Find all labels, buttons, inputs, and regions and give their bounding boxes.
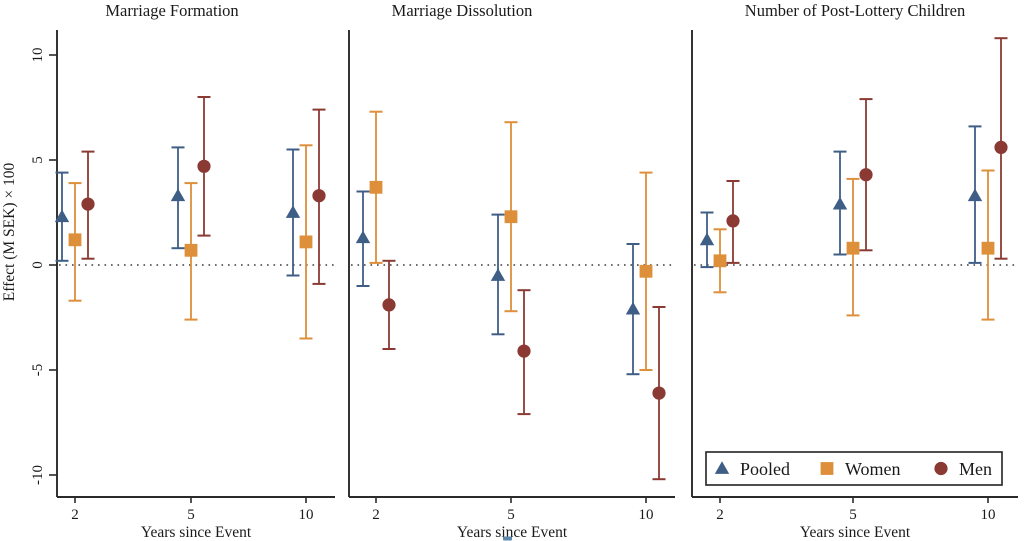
pooled-point-estimate: [967, 188, 983, 202]
series-men: [726, 37, 1008, 264]
series-women: [68, 144, 313, 340]
x-axis-title: Years since Event: [800, 524, 911, 541]
panel-marriage-dissolution: Marriage Dissolution 2 5 10 Years since Even…: [348, 1, 675, 541]
circle-legend-icon: [934, 461, 948, 476]
y-axis-title: Effect (M SEK) × 100: [1, 163, 18, 302]
y-tick-label: -5: [30, 364, 46, 377]
x-tick-label: 5: [849, 507, 857, 523]
x-tick-label: 2: [372, 507, 380, 523]
x-tick-label: 5: [507, 507, 515, 523]
series-pooled: [54, 146, 301, 277]
pooled-point-estimate: [832, 196, 848, 210]
women-point-estimate: [846, 241, 860, 255]
x-tick-label: 2: [716, 507, 724, 523]
x-tick-label: 2: [71, 507, 79, 523]
pooled-point-estimate: [625, 301, 641, 315]
men-point-estimate: [652, 386, 666, 400]
pooled-point-estimate: [285, 205, 301, 218]
y-tick-label: 0: [30, 261, 46, 269]
men-point-estimate: [994, 140, 1008, 154]
women-point-estimate: [184, 243, 198, 257]
x-tick-label: 5: [187, 507, 195, 523]
x-tick-label: 10: [981, 507, 996, 523]
y-tick-label: 5: [30, 156, 46, 164]
men-point-estimate: [517, 344, 531, 358]
women-point-estimate: [713, 254, 727, 268]
men-point-estimate: [312, 189, 326, 203]
legend-label-women: Women: [845, 459, 901, 479]
series-men: [81, 96, 326, 285]
legend-label-men: Men: [959, 459, 992, 479]
x-tick-label: 10: [639, 507, 654, 523]
legend: Pooled Women Men: [705, 451, 1003, 486]
pooled-point-estimate: [170, 188, 186, 202]
women-point-estimate: [369, 180, 383, 194]
panel-title: Number of Post-Lottery Children: [745, 1, 965, 20]
pooled-point-estimate: [54, 209, 70, 223]
women-point-estimate: [981, 241, 995, 255]
series-pooled: [699, 125, 983, 269]
pooled-point-estimate: [490, 268, 506, 281]
legend-box: [705, 451, 1003, 486]
series-men: [382, 259, 666, 481]
women-point-estimate: [68, 233, 82, 247]
men-point-estimate: [81, 197, 95, 211]
x-tick-label: 10: [299, 507, 314, 523]
cropped-caption-artifact: [503, 536, 512, 541]
triangle-legend-icon: [714, 461, 730, 474]
pooled-point-estimate: [355, 230, 371, 244]
panel-number-of-post-lottery-children: Number of Post-Lottery Children 2 5 10 Years…: [691, 1, 1018, 541]
women-point-estimate: [299, 235, 313, 249]
series-women: [369, 110, 653, 371]
men-point-estimate: [197, 159, 211, 173]
men-point-estimate: [726, 214, 740, 228]
y-tick-label: -10: [30, 465, 46, 485]
series-pooled: [355, 190, 641, 376]
series-women: [713, 169, 995, 321]
women-point-estimate: [504, 210, 518, 224]
panel-marriage-formation: Marriage Formation 10 5 0 -5 -10 2 5 10 Years sin…: [30, 1, 335, 541]
x-axis-title: Years since Event: [457, 524, 568, 541]
pooled-point-estimate: [699, 232, 715, 246]
women-point-estimate: [639, 264, 653, 278]
square-legend-icon: [820, 462, 834, 475]
y-tick-label: 10: [30, 48, 46, 63]
legend-label-pooled: Pooled: [740, 459, 790, 479]
panel-title: Marriage Formation: [105, 1, 238, 20]
x-axis-title: Years since Event: [141, 524, 252, 541]
men-point-estimate: [382, 298, 396, 312]
men-point-estimate: [859, 168, 873, 182]
panel-title: Marriage Dissolution: [392, 1, 533, 20]
